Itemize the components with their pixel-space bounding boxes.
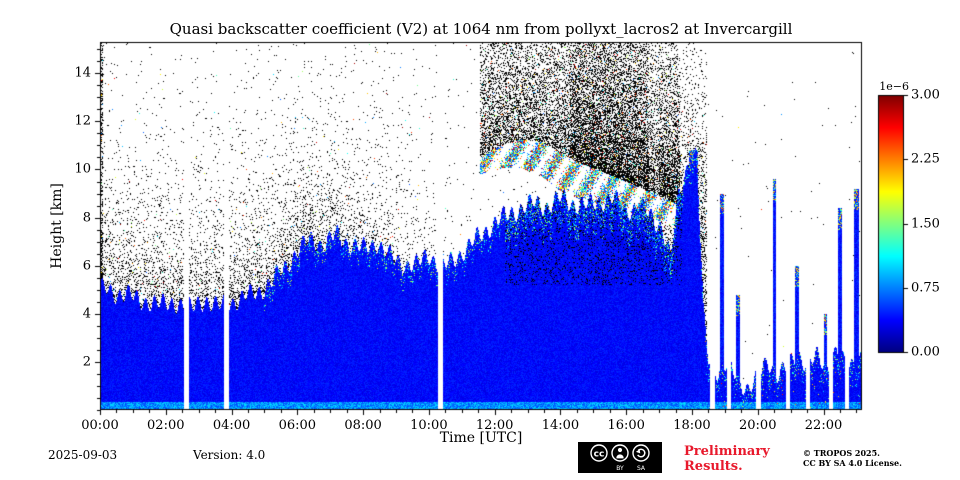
share-alike-icon [632, 444, 650, 462]
colorbar-tick-label: 0.75 [911, 280, 940, 296]
copyright-line2: CC BY SA 4.0 License. [803, 458, 902, 468]
preliminary-line1: Preliminary [684, 444, 770, 459]
badge-sa-label: SA [637, 465, 646, 472]
x-tick-label: 16:00 [607, 418, 645, 433]
x-tick-label: 00:00 [81, 418, 119, 433]
y-axis-label: Height [km] [49, 183, 65, 269]
x-tick-label: 06:00 [278, 418, 317, 433]
colorbar-tick-label: 2.25 [911, 151, 940, 167]
person-icon [611, 444, 629, 462]
y-tick-label: 2 [82, 354, 91, 370]
x-tick-label: 10:00 [410, 418, 448, 433]
colorbar-scale-label: 1e−6 [879, 80, 909, 93]
copyright-note: © TROPOS 2025. CC BY SA 4.0 License. [803, 448, 902, 468]
preliminary-results-note: Preliminary Results. [684, 444, 770, 474]
cc-by-sa-icon: cc BY SA [578, 442, 662, 473]
colorbar-tick-label: 3.00 [911, 87, 940, 103]
chart-title: Quasi backscatter coefficient (V2) at 10… [169, 20, 793, 38]
x-tick-label: 20:00 [739, 418, 777, 433]
y-tick-label: 12 [74, 113, 91, 129]
x-tick-label: 04:00 [212, 418, 251, 433]
x-tick-label: 12:00 [475, 418, 514, 433]
y-tick-label: 8 [82, 210, 91, 226]
colorbar-tick-label: 0.00 [911, 344, 940, 360]
y-tick-label: 10 [74, 161, 91, 177]
cc-letters: cc [594, 449, 605, 459]
x-tick-label: 08:00 [344, 418, 382, 433]
preliminary-line2: Results. [684, 459, 743, 474]
measurement-date: 2025-09-03 [48, 448, 118, 462]
colorbar-tick-label: 1.50 [911, 216, 940, 231]
version-label: Version: 4.0 [193, 448, 266, 462]
cc-license-badge: cc BY SA [578, 442, 662, 473]
y-tick-label: 4 [82, 306, 91, 322]
y-tick-label: 6 [82, 258, 91, 274]
badge-by-label: BY [616, 465, 624, 472]
x-tick-label: 18:00 [673, 418, 711, 433]
x-axis-label: Time [UTC] [439, 430, 523, 446]
y-tick-label: 14 [74, 65, 91, 81]
x-tick-label: 14:00 [541, 418, 580, 433]
x-tick-label: 02:00 [147, 418, 185, 433]
x-tick-label: 22:00 [804, 418, 843, 433]
cc-circle-icon [590, 444, 608, 462]
copyright-line1: © TROPOS 2025. [803, 448, 880, 458]
